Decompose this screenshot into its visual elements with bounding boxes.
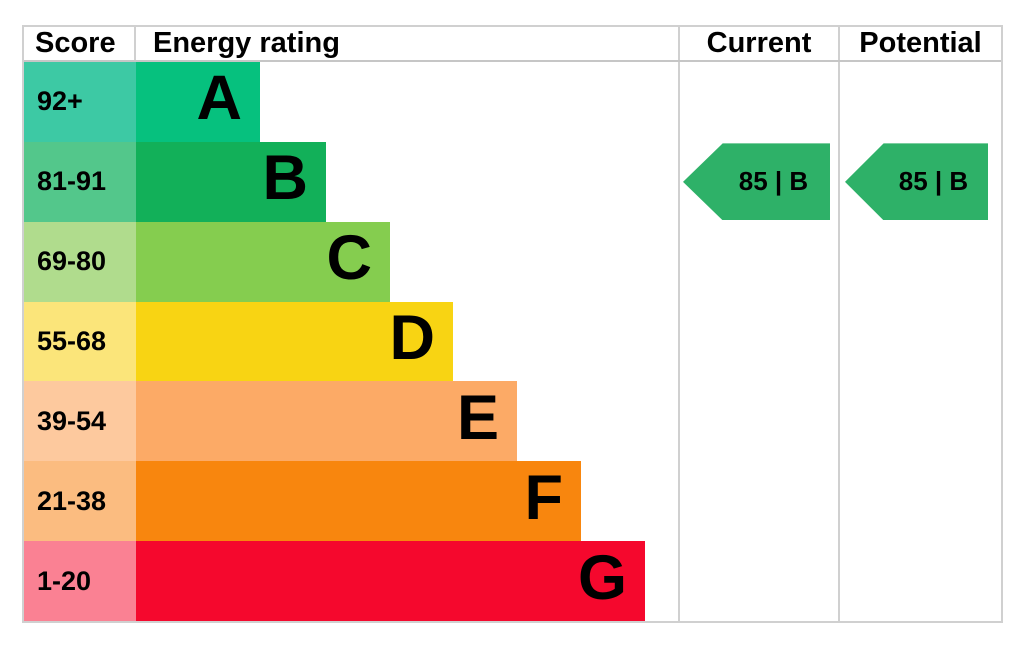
band-score-label: 21-38 xyxy=(24,461,136,542)
header-row: Score Energy rating Current Potential xyxy=(24,27,1001,62)
band-bar: B xyxy=(136,141,326,222)
band-letter: G xyxy=(577,542,627,613)
current-column-divider xyxy=(678,62,680,621)
band-score-label: 1-20 xyxy=(24,541,136,622)
band-row-b: 81-91 B xyxy=(24,141,1001,222)
band-bar: F xyxy=(136,461,581,542)
band-row-g: 1-20 G xyxy=(24,541,1001,622)
band-letter: A xyxy=(196,63,243,134)
potential-column-divider xyxy=(838,62,840,621)
bands-area: 92+ A 81-91 B 69-80 C 55-68 xyxy=(24,62,1001,622)
potential-header: Potential xyxy=(838,27,1001,60)
band-letter: E xyxy=(456,382,499,453)
band-letter: D xyxy=(389,303,436,373)
score-header: Score xyxy=(24,27,136,60)
band-score-label: 81-91 xyxy=(24,141,136,222)
band-score-label: 92+ xyxy=(24,62,136,142)
band-score-label: 39-54 xyxy=(24,381,136,462)
current-rating-label: 85 | B xyxy=(738,166,809,197)
band-letter: F xyxy=(524,462,563,533)
band-bar: D xyxy=(136,301,453,382)
band-bar: G xyxy=(136,541,645,622)
band-row-d: 55-68 D xyxy=(24,301,1001,382)
epc-table: Score Energy rating Current Potential 92… xyxy=(22,25,1003,623)
current-header: Current xyxy=(678,27,838,60)
band-letter: B xyxy=(262,143,309,214)
potential-rating-label: 85 | B xyxy=(898,166,969,197)
band-row-a: 92+ A xyxy=(24,62,1001,142)
band-letter: C xyxy=(326,223,373,294)
band-bar: C xyxy=(136,221,390,302)
band-row-e: 39-54 E xyxy=(24,381,1001,462)
band-row-f: 21-38 F xyxy=(24,461,1001,542)
band-score-label: 69-80 xyxy=(24,221,136,302)
band-bar: A xyxy=(136,62,260,142)
band-bar: E xyxy=(136,381,517,462)
band-score-label: 55-68 xyxy=(24,301,136,382)
energy-rating-header: Energy rating xyxy=(153,27,340,59)
band-row-c: 69-80 C xyxy=(24,221,1001,302)
